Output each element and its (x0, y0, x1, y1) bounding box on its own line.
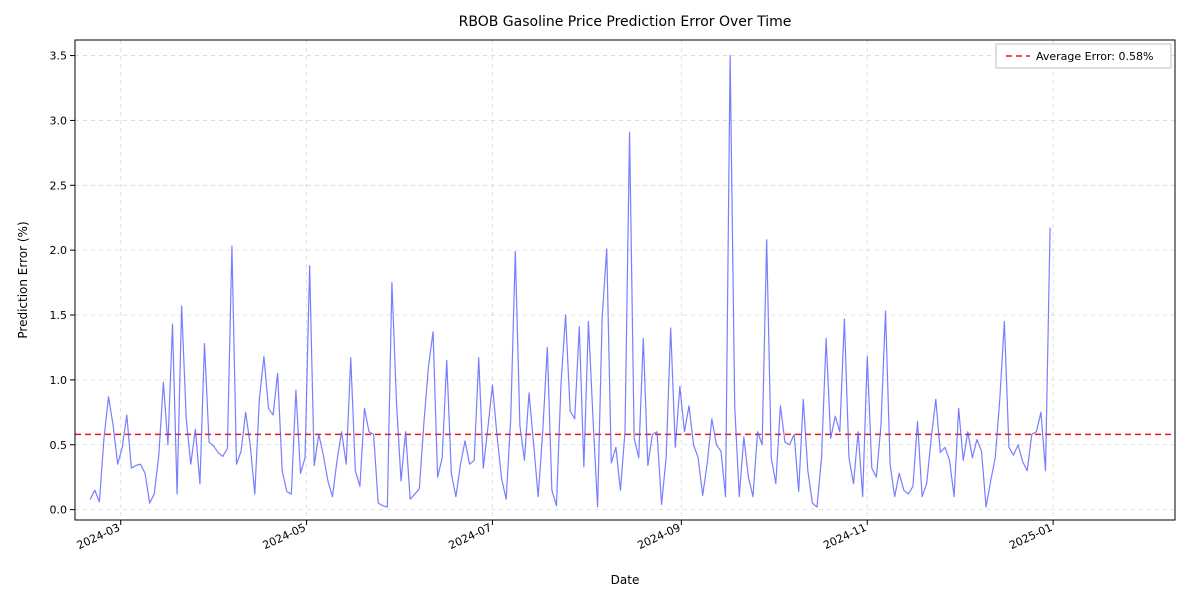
ylabel: Prediction Error (%) (16, 221, 30, 338)
ytick-label: 1.5 (50, 309, 68, 322)
ytick-label: 3.0 (50, 114, 68, 127)
chart-svg: 0.00.51.01.52.02.53.03.52024-032024-0520… (0, 0, 1200, 600)
ytick-label: 1.0 (50, 374, 68, 387)
ytick-label: 0.0 (50, 504, 68, 517)
ytick-label: 2.0 (50, 244, 68, 257)
chart-title: RBOB Gasoline Price Prediction Error Ove… (459, 14, 792, 30)
legend-label: Average Error: 0.58% (1036, 50, 1153, 63)
ytick-label: 2.5 (50, 179, 68, 192)
error-chart: 0.00.51.01.52.02.53.03.52024-032024-0520… (0, 0, 1200, 600)
ytick-label: 3.5 (50, 50, 68, 63)
ytick-label: 0.5 (50, 439, 68, 452)
xlabel: Date (611, 573, 640, 587)
